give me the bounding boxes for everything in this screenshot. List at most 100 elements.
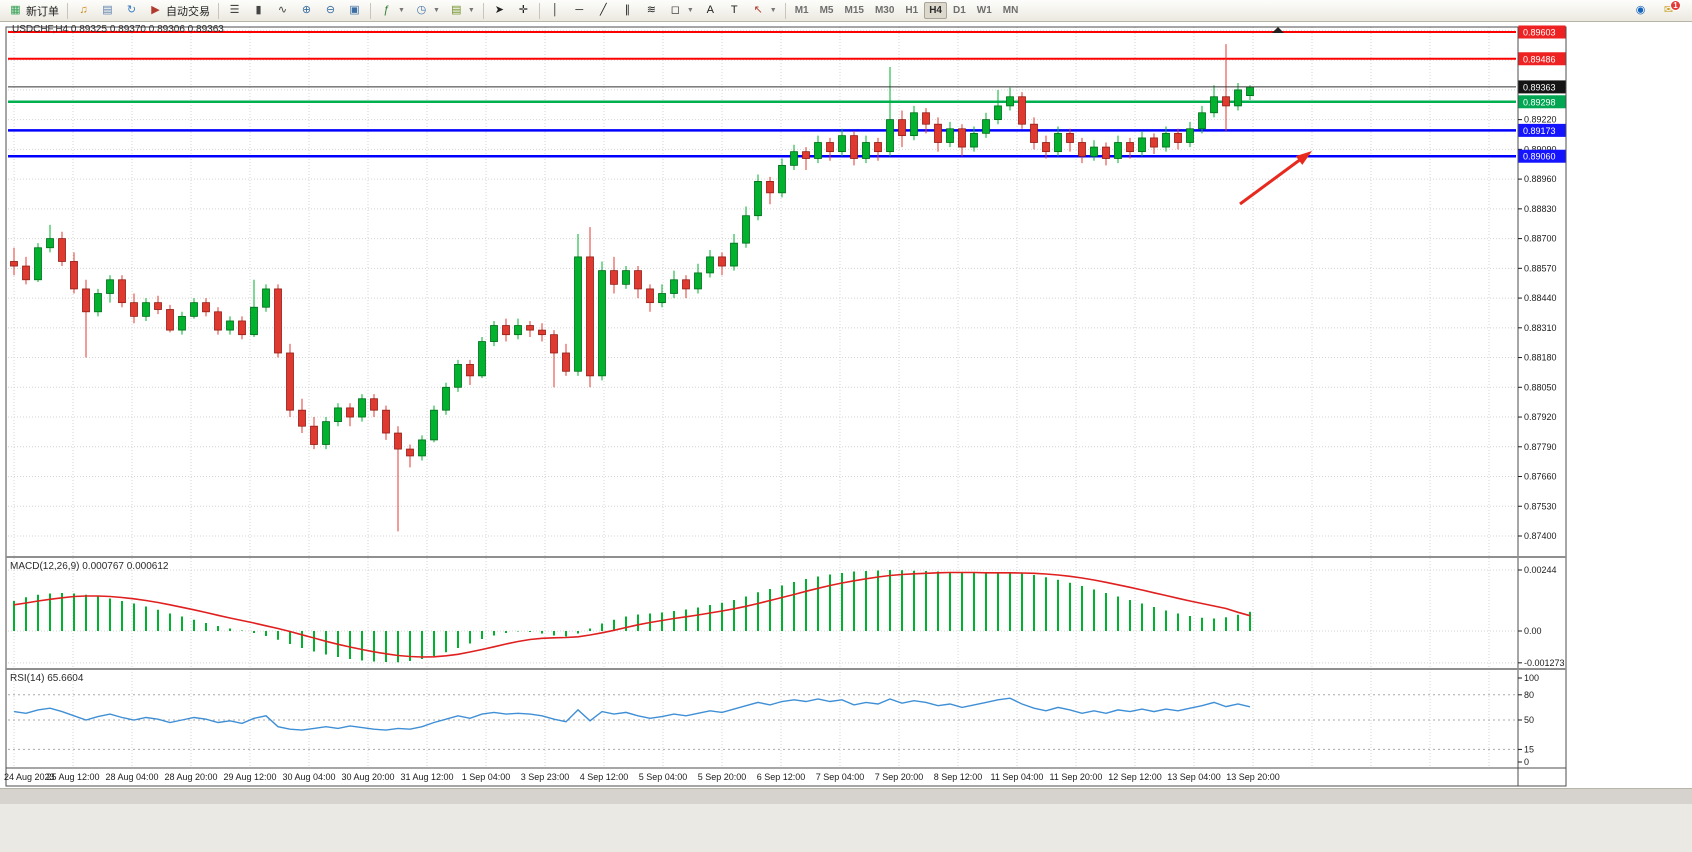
timeframe-button-h4[interactable]: H4 [924,2,947,19]
shapes-tool-button[interactable]: ◻ ▼ [664,1,698,21]
candle [622,266,630,289]
candle [190,298,198,319]
timeframe-button-d1[interactable]: D1 [953,5,966,16]
candle [1174,128,1182,150]
candle [1018,92,1026,129]
horizontal-line-tool-button[interactable]: ─ [568,1,591,21]
candle [994,89,1002,125]
refresh-button[interactable]: ↻ [120,1,143,21]
refresh-icon: ↻ [126,4,137,16]
timeframe-button-mn[interactable]: MN [1002,5,1019,16]
bar-chart-button[interactable]: ☰ [223,1,246,21]
zoom-in-icon: ⊕ [301,4,312,16]
candle [850,131,858,166]
candle [1042,135,1050,159]
candle [310,417,318,450]
timeframe-button-m1[interactable]: M1 [794,5,809,16]
candle [274,284,282,358]
cursor-tool-button[interactable]: ➤ [488,1,511,21]
timeframe-button-m15[interactable]: M15 [844,5,864,16]
tile-windows-icon: ▣ [349,4,360,16]
candle [94,288,102,317]
channel-tool-button[interactable]: ∥ [616,1,639,21]
svg-text:24 Aug 2023: 24 Aug 2023 [4,772,55,782]
trendline-tool-button[interactable]: ╱ [592,1,615,21]
line-chart-button[interactable]: ∿ [271,1,294,21]
candle [1246,85,1254,100]
tile-windows-button[interactable]: ▣ [343,1,366,21]
svg-text:0.89486: 0.89486 [1523,54,1556,64]
timeframe-button-h1[interactable]: H1 [905,5,919,16]
candle [970,126,978,152]
new-order-button[interactable]: ▦ 新订单 [4,1,63,21]
indicators-icon: ƒ [383,4,390,16]
crosshair-tool-button[interactable]: ✛ [512,1,535,21]
chart-symbol-title: USDCHF,H4 0.89325 0.89370 0.89306 0.8936… [12,24,224,35]
chart-frame [5,26,1567,787]
horizontal-scrollbar[interactable] [0,788,1692,804]
arrows-tool-button[interactable]: ↖ ▼ [747,1,781,21]
candle [1150,133,1158,154]
candle [502,318,510,342]
candle [802,147,810,170]
more-bars-marker[interactable] [1272,27,1284,33]
timeframe-button-w1[interactable]: W1 [976,5,992,16]
svg-text:3 Sep 23:00: 3 Sep 23:00 [521,772,570,782]
candle [646,284,654,312]
candle [142,298,150,321]
candle [442,382,450,415]
connection-status-button[interactable]: ◉ [1629,1,1652,21]
window-bottom-edge [0,804,1692,852]
candle [718,252,726,276]
candle [226,316,234,335]
candle [1126,137,1134,159]
svg-text:12 Sep 12:00: 12 Sep 12:00 [1108,772,1162,782]
auto-trading-button[interactable]: ▶ 自动交易 [144,1,214,21]
candle [1006,87,1014,111]
label-tool-button[interactable]: T [723,1,746,21]
candle [1198,105,1206,134]
templates-button[interactable]: ▤ ▼ [445,1,479,21]
svg-text:0.87400: 0.87400 [1524,531,1557,541]
candle [178,311,186,335]
timeframe-button-m30[interactable]: M30 [874,5,895,16]
trendline-icon: ╱ [600,4,607,16]
zoom-in-button[interactable]: ⊕ [295,1,318,21]
indicators-button[interactable]: ƒ ▼ [375,1,409,21]
price-axis[interactable]: 0.89220 0.89090 0.88960 0.88830 0.88700 0.885… [1518,25,1566,542]
svg-text:100: 100 [1524,673,1539,683]
trend-arrow-annotation[interactable] [1239,151,1312,206]
fibonacci-tool-button[interactable]: ≋ [640,1,663,21]
svg-text:0.88440: 0.88440 [1524,293,1557,303]
periods-button[interactable]: ◷ ▼ [410,1,444,21]
candle [454,359,462,392]
candle [478,336,486,379]
notification-count-badge: 1 [1670,0,1681,11]
candlestick-chart-button[interactable]: ▮ [247,1,270,21]
candle [598,261,606,381]
price-level-badge: 0.89173 [1518,123,1566,137]
candle [526,320,534,337]
candle [886,67,894,157]
candle [634,266,642,299]
svg-text:15: 15 [1524,744,1534,754]
printer-icon: ▤ [102,4,113,16]
svg-text:0.88310: 0.88310 [1524,323,1557,333]
svg-text:29 Aug 12:00: 29 Aug 12:00 [223,772,276,782]
price-chart-canvas[interactable]: 0.89220 0.89090 0.88960 0.88830 0.88700 0.885… [0,22,1692,788]
zoom-out-button[interactable]: ⊖ [319,1,342,21]
svg-text:5 Sep 04:00: 5 Sep 04:00 [639,772,688,782]
toolbar-separator [784,2,786,19]
print-button[interactable]: ▤ [96,1,119,21]
sound-alerts-button[interactable]: ♫ [72,1,95,21]
notifications-button[interactable]: ✉ 1 [1657,0,1681,21]
text-tool-button[interactable]: A [699,1,722,21]
toolbar-separator [538,2,540,19]
auto-trading-play-icon: ▶ [151,4,160,16]
toolbar-separator [482,2,484,19]
svg-text:50: 50 [1524,715,1534,725]
svg-text:7 Sep 20:00: 7 Sep 20:00 [875,772,924,782]
vertical-line-tool-button[interactable]: │ [544,1,567,21]
timeframe-button-m5[interactable]: M5 [819,5,834,16]
